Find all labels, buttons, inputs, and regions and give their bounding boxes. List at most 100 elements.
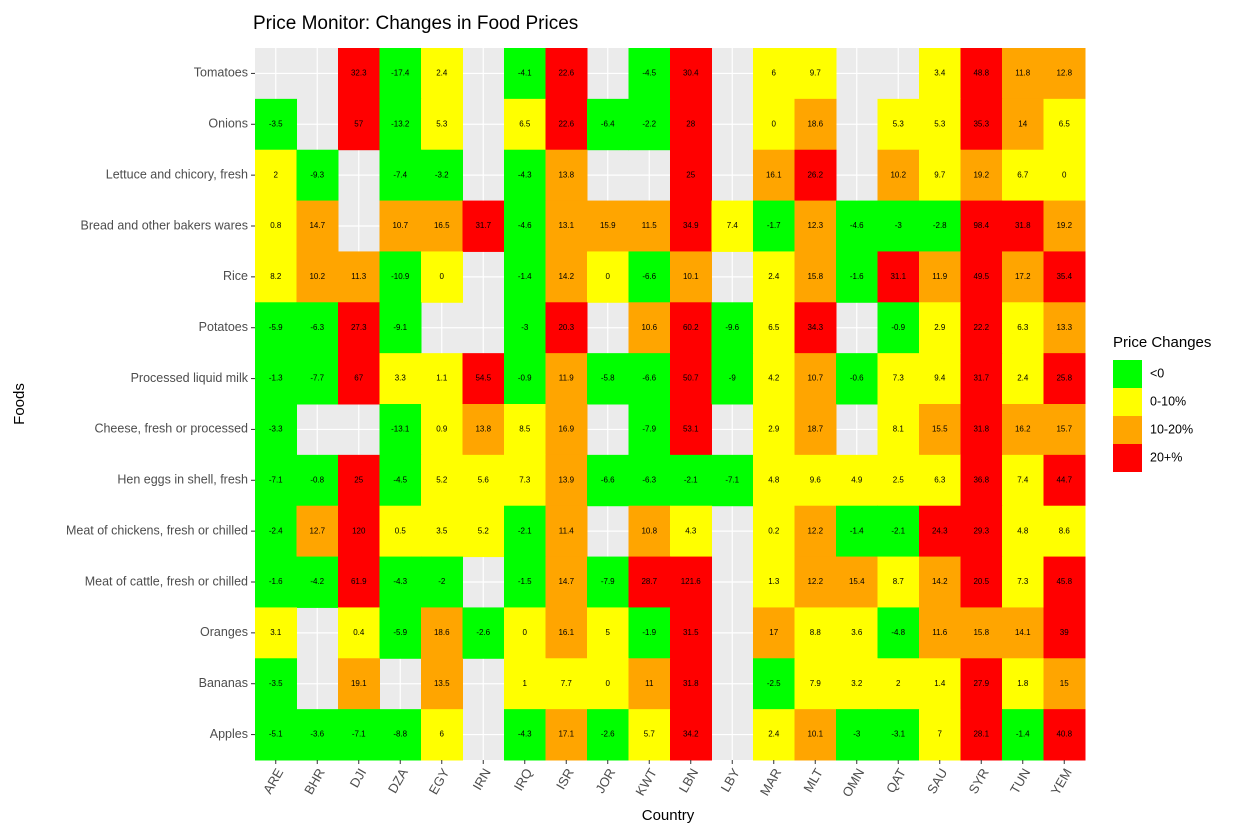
- heat-cell: [711, 200, 754, 252]
- heat-cell: [960, 98, 1003, 151]
- x-tick-label: BHR: [301, 766, 328, 797]
- heat-cell: [1002, 607, 1044, 659]
- heat-cell: [296, 709, 339, 761]
- heat-cell: [628, 251, 671, 303]
- cell-label: 7: [938, 730, 943, 739]
- heat-cell: [504, 251, 546, 303]
- heat-cell: [877, 149, 920, 202]
- cell-label: 10.6: [641, 323, 657, 332]
- cell-label: 7.9: [810, 679, 822, 688]
- heat-cell: [794, 353, 837, 405]
- heat-cell: [296, 302, 339, 354]
- heat-cell: [255, 556, 297, 608]
- heat-cell: [379, 302, 422, 354]
- legend-key: [1113, 444, 1142, 472]
- heat-cell: [421, 48, 463, 100]
- heat-cell: [462, 505, 505, 558]
- heat-cell: [919, 149, 961, 202]
- heat-cell: [794, 200, 837, 252]
- cell-label: -1.4: [1016, 730, 1030, 739]
- heat-cell: [753, 98, 795, 151]
- heat-cell: [338, 658, 380, 710]
- cell-label: 0.8: [270, 221, 282, 230]
- heat-cell: [628, 302, 671, 354]
- cell-label: 14: [1018, 119, 1027, 128]
- heat-cell: [628, 607, 671, 659]
- cell-label: 10.2: [890, 170, 906, 179]
- cell-label: 11.9: [559, 374, 575, 383]
- cell-label: 0: [440, 272, 445, 281]
- x-tick-label: KWT: [632, 766, 659, 799]
- cell-label: 9.7: [934, 170, 946, 179]
- heat-cell: [794, 658, 837, 710]
- cell-label: 5.3: [893, 119, 905, 128]
- cell-label: 2.9: [934, 323, 946, 332]
- cell-label: 67: [354, 374, 363, 383]
- heat-cell: [296, 505, 339, 558]
- cell-label: -2.1: [891, 526, 905, 535]
- heat-cell: [836, 251, 878, 303]
- heat-cell: [836, 200, 878, 252]
- cell-label: 0.9: [436, 425, 448, 434]
- cell-label: 53.1: [683, 425, 699, 434]
- cell-label: 15.7: [1056, 425, 1072, 434]
- heat-cell: [504, 353, 546, 405]
- cell-label: 7.3: [893, 374, 905, 383]
- heat-cell: [1002, 251, 1044, 303]
- heat-cell: [255, 251, 297, 303]
- cell-label: 5.7: [644, 730, 656, 739]
- heat-cell: [545, 200, 588, 252]
- cell-label: 0.4: [353, 628, 365, 637]
- cell-label: 20.5: [973, 577, 989, 586]
- heat-cell: [1002, 454, 1044, 507]
- cell-label: 10.2: [309, 272, 325, 281]
- heat-cell: [1002, 658, 1044, 710]
- heat-cell: [960, 607, 1003, 659]
- cell-label: 12.2: [807, 577, 823, 586]
- x-tick-label: EGY: [426, 765, 453, 797]
- x-tick-label: ISR: [553, 766, 577, 792]
- cell-label: 11: [645, 679, 654, 688]
- heat-cell: [1043, 556, 1086, 608]
- cell-label: 2.4: [768, 272, 780, 281]
- heat-cell: [877, 251, 920, 303]
- heat-cell: [379, 505, 422, 558]
- heat-cell: [794, 251, 837, 303]
- heat-cell: [753, 48, 795, 100]
- cell-label: 9.7: [810, 69, 822, 78]
- cell-label: 15.9: [600, 221, 616, 230]
- heat-cell: [960, 200, 1003, 252]
- cell-label: 28.7: [641, 577, 657, 586]
- cell-label: 34.9: [683, 221, 699, 230]
- cell-label: 26.2: [807, 170, 823, 179]
- cell-label: 2.4: [768, 730, 780, 739]
- heat-cell: [753, 149, 795, 202]
- heat-cell: [919, 607, 961, 659]
- cell-label: 4.9: [851, 475, 863, 484]
- heat-cell: [504, 658, 546, 710]
- x-tick-label: LBN: [676, 766, 702, 795]
- cell-label: 14.1: [1015, 628, 1031, 637]
- cell-label: 31.7: [475, 221, 491, 230]
- legend-key: [1113, 360, 1142, 388]
- cell-label: -9.1: [393, 323, 407, 332]
- x-tick-label: DJI: [347, 766, 370, 790]
- heat-cell: [255, 302, 297, 354]
- cell-label: -0.9: [891, 323, 905, 332]
- cell-label: 12.2: [807, 526, 823, 535]
- cell-label: 5.3: [436, 119, 448, 128]
- heat-cell: [836, 353, 878, 405]
- heat-cell: [545, 454, 588, 507]
- heat-cell: [753, 353, 795, 405]
- heat-cell: [960, 709, 1003, 761]
- heat-cell: [504, 505, 546, 558]
- heat-cell: [255, 658, 297, 710]
- heat-cell: [670, 149, 712, 202]
- cell-label: -7.1: [725, 475, 739, 484]
- y-tick-label: Meat of chickens, fresh or chilled: [66, 523, 248, 537]
- cell-label: -6.3: [310, 323, 324, 332]
- cell-label: -0.9: [518, 374, 532, 383]
- heat-cell: [587, 607, 629, 659]
- cell-label: 1.3: [768, 577, 780, 586]
